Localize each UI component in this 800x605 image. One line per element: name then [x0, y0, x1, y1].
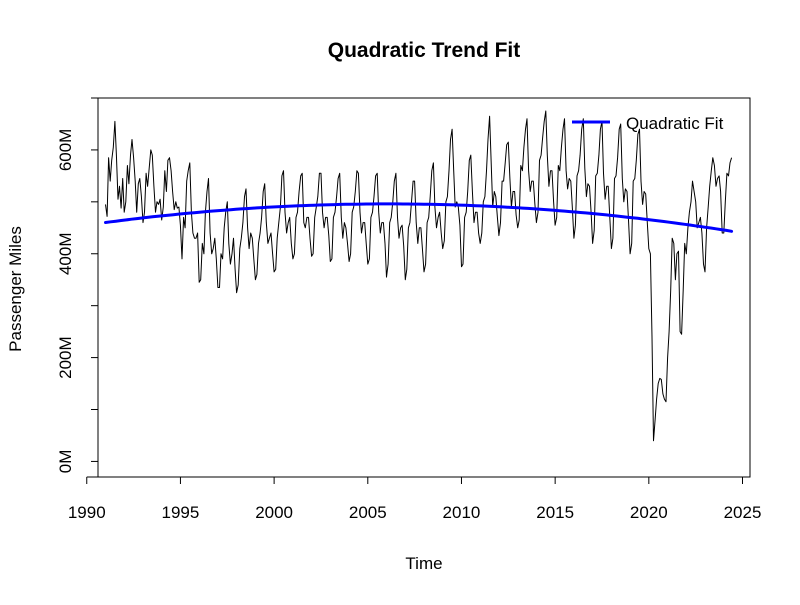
y-tick-label: 0M — [56, 450, 75, 474]
y-axis: 0M 200M 400M 600M — [56, 97, 99, 474]
x-tick-label: 2000 — [255, 503, 293, 522]
y-tick-label: 600M — [56, 129, 75, 172]
legend: Quadratic Fit — [572, 114, 724, 133]
x-tick-label: 1995 — [162, 503, 200, 522]
y-tick-label: 200M — [56, 336, 75, 379]
plot-frame — [97, 97, 751, 478]
x-axis-label: Time — [405, 554, 442, 573]
legend-label-quadratic-fit: Quadratic Fit — [626, 114, 724, 133]
x-axis: 1990 1995 2000 2005 2010 2015 2020 2025 — [68, 476, 762, 522]
x-tick-label: 2015 — [536, 503, 574, 522]
x-tick-label: 1990 — [68, 503, 106, 522]
series-layer — [104, 110, 734, 442]
x-tick-label: 2005 — [349, 503, 387, 522]
series-passenger-miles-line — [105, 110, 733, 442]
x-tick-label: 2010 — [443, 503, 481, 522]
x-tick-label: 2025 — [724, 503, 762, 522]
series-quadratic-fit-line — [104, 202, 734, 233]
x-tick-label: 2020 — [630, 503, 668, 522]
y-tick-label: 400M — [56, 232, 75, 275]
y-axis-label: Passenger Miles — [6, 226, 25, 352]
chart-title: Quadratic Trend Fit — [328, 39, 521, 62]
